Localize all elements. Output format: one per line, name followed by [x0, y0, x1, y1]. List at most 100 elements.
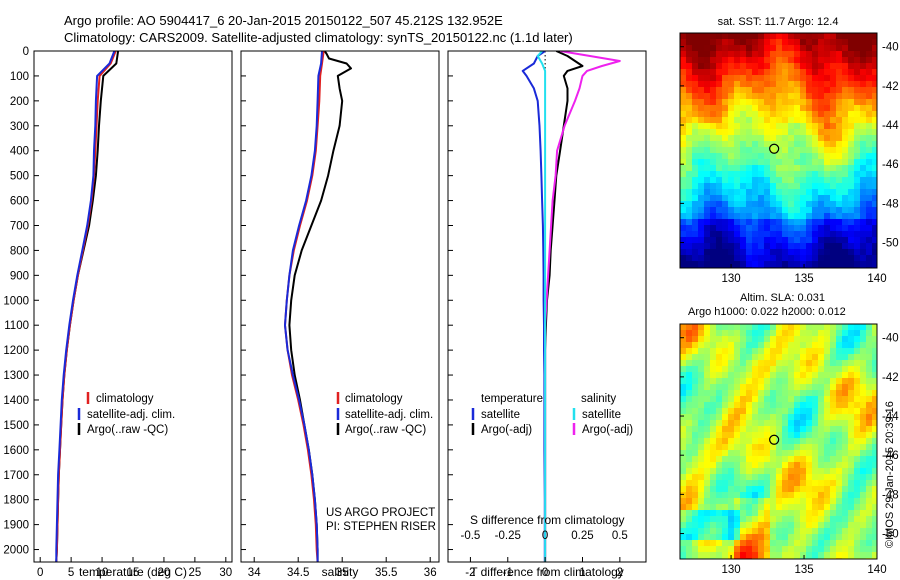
- sla-cell: [800, 444, 807, 451]
- sst-cell: [776, 249, 783, 256]
- sla-cell: [710, 360, 717, 367]
- sla-cell: [734, 450, 741, 457]
- sla-cell: [860, 324, 867, 331]
- sla-cell: [842, 402, 849, 409]
- sla-cell: [680, 540, 687, 547]
- sst-cell: [818, 183, 825, 190]
- sla-cell: [836, 540, 843, 547]
- sla-cell: [866, 366, 873, 373]
- sst-cell: [704, 207, 711, 214]
- sla-cell: [698, 516, 705, 523]
- depth-axis: 0100200300400500600700800900100011001200…: [3, 46, 453, 557]
- sla-cell: [800, 414, 807, 421]
- sla-cell: [866, 540, 873, 547]
- sst-cell: [794, 201, 801, 208]
- sst-cell: [806, 261, 813, 268]
- sst-cell: [752, 147, 759, 154]
- sla-cell: [788, 408, 795, 415]
- sst-cell: [770, 225, 777, 232]
- sla-cell: [740, 414, 747, 421]
- sla-cell: [686, 336, 693, 343]
- sst-cell: [800, 45, 807, 52]
- sst-cell: [758, 255, 765, 262]
- sst-cell: [764, 201, 771, 208]
- sst-cell: [704, 117, 711, 124]
- sst-cell: [686, 87, 693, 94]
- s-diff-x-tick-label: -0.25: [495, 530, 521, 542]
- sla-cell: [854, 348, 861, 355]
- sst-cell: [710, 105, 717, 112]
- sst-cell: [782, 225, 789, 232]
- sst-cell: [776, 195, 783, 202]
- sla-cell: [734, 444, 741, 451]
- sst-cell: [746, 69, 753, 76]
- sst-cell: [704, 129, 711, 136]
- sst-cell: [692, 87, 699, 94]
- sst-cell: [788, 153, 795, 160]
- sst-cell: [752, 141, 759, 148]
- sla-cell: [818, 396, 825, 403]
- sst-cell: [764, 57, 771, 64]
- sla-cell: [728, 426, 735, 433]
- sst-cell: [764, 75, 771, 82]
- sla-cell: [686, 468, 693, 475]
- sst-cell: [848, 63, 855, 70]
- sla-cell: [746, 480, 753, 487]
- sla-cell: [824, 330, 831, 337]
- sla-cell: [794, 516, 801, 523]
- sst-cell: [794, 159, 801, 166]
- sla-cell: [776, 372, 783, 379]
- sst-cell: [752, 213, 759, 220]
- sst-cell: [722, 159, 729, 166]
- sst-cell: [866, 99, 873, 106]
- sst-cell: [830, 33, 837, 40]
- sla-cell: [848, 366, 855, 373]
- sla-cell: [824, 468, 831, 475]
- sla-cell: [764, 474, 771, 481]
- sst-cell: [836, 81, 843, 88]
- sla-cell: [824, 354, 831, 361]
- sst-cell: [740, 249, 747, 256]
- sst-cell: [770, 255, 777, 262]
- sla-cell: [680, 444, 687, 451]
- sla-cell: [872, 546, 877, 553]
- sla-cell: [806, 462, 813, 469]
- sla-cell: [746, 366, 753, 373]
- sla-cell: [728, 546, 735, 553]
- sst-cell: [836, 231, 843, 238]
- sla-cell: [752, 456, 759, 463]
- sst-cell: [788, 69, 795, 76]
- sst-cell: [758, 213, 765, 220]
- sst-cell: [866, 231, 873, 238]
- sla-cell: [710, 402, 717, 409]
- sla-cell: [770, 528, 777, 535]
- sla-cell: [698, 450, 705, 457]
- sla-cell: [704, 474, 711, 481]
- sst-cell: [860, 39, 867, 46]
- sst-cell: [686, 165, 693, 172]
- sst-cell: [686, 81, 693, 88]
- sla-cell: [866, 354, 873, 361]
- sst-cell: [764, 153, 771, 160]
- sla-map-subtitle: Argo h1000: 0.022 h2000: 0.012: [688, 306, 846, 318]
- sla-cell: [770, 402, 777, 409]
- sst-cell: [680, 81, 687, 88]
- sst-cell: [764, 141, 771, 148]
- sst-cell: [812, 129, 819, 136]
- sst-cell: [758, 33, 765, 40]
- sla-cell: [686, 378, 693, 385]
- sla-cell: [710, 420, 717, 427]
- sst-cell: [752, 129, 759, 136]
- sst-cell: [806, 45, 813, 52]
- sst-cell: [818, 75, 825, 82]
- sla-cell: [770, 516, 777, 523]
- sst-cell: [806, 123, 813, 130]
- sla-cell: [794, 546, 801, 553]
- sla-cell: [770, 486, 777, 493]
- sla-cell: [782, 540, 789, 547]
- sst-cell: [806, 87, 813, 94]
- sst-cell: [722, 33, 729, 40]
- sla-cell: [680, 462, 687, 469]
- sst-cell: [848, 225, 855, 232]
- sst-cell: [680, 249, 687, 256]
